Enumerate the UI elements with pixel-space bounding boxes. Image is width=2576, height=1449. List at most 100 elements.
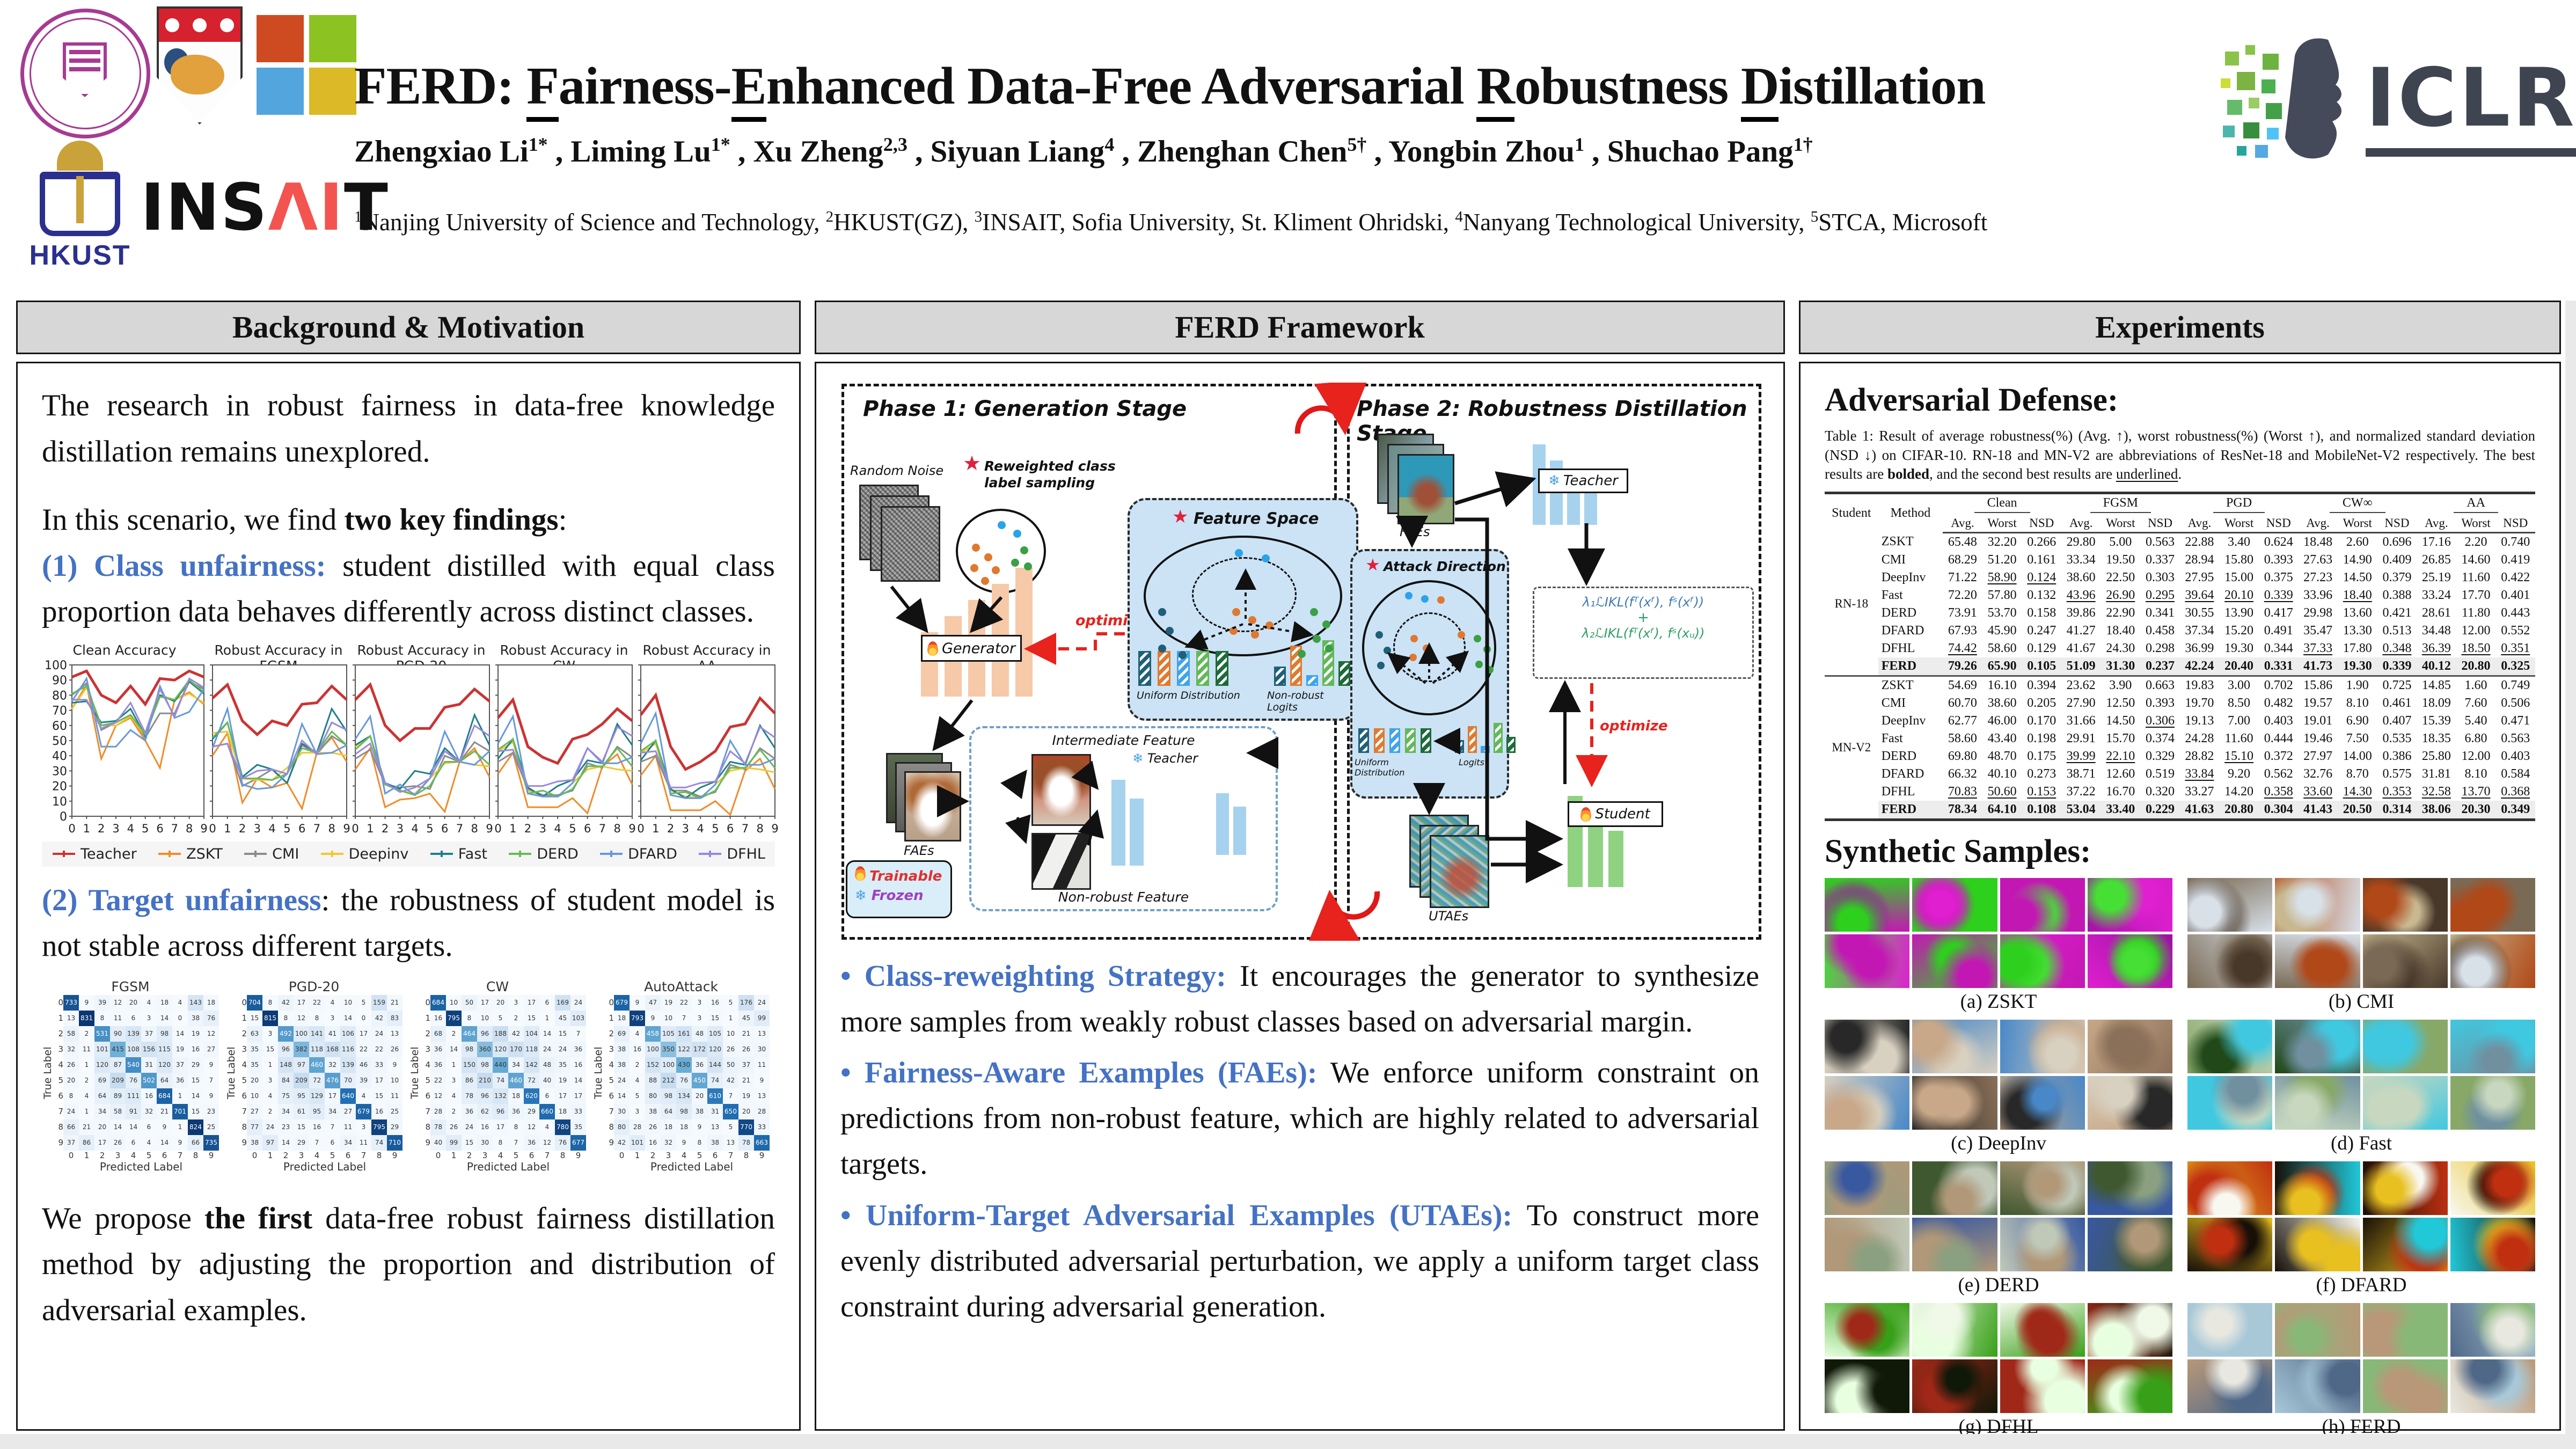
loss-line-2: λ₂ℒIKL(fᵀ(xᶠ), fˢ(xᵤ)) — [1582, 626, 1705, 641]
svg-text:2: 2 — [382, 822, 389, 835]
svg-text:0: 0 — [494, 822, 501, 835]
legend-item: ZSKT — [158, 845, 223, 862]
svg-text:9: 9 — [771, 822, 778, 835]
network-bar — [1233, 807, 1246, 855]
author: Yongbin Zhou1 , — [1388, 134, 1607, 169]
table-row: DERD 73.91 53.70 0.158 39.86 22.90 0.341 30.55 1… — [1881, 605, 2530, 620]
svg-text:8: 8 — [328, 822, 335, 835]
sample-caption: (e) DERD — [1958, 1274, 2039, 1296]
svg-text:1: 1 — [509, 822, 516, 835]
sample-tile — [2187, 877, 2273, 932]
svg-text:6: 6 — [727, 822, 734, 835]
flame-icon — [927, 641, 938, 656]
class-dot — [1475, 661, 1483, 668]
line-chart: Clean Accuracy 0 10 20 30 40 50 60 70 80 90 100 0 1 2 3… — [45, 642, 208, 835]
sample-tile — [2087, 1217, 2172, 1271]
svg-text:4: 4 — [697, 822, 704, 835]
svg-text:9: 9 — [343, 822, 350, 835]
sample-tile — [2087, 1075, 2172, 1130]
sample-caption: (c) DeepInv — [1951, 1132, 2046, 1154]
sample-tile — [1825, 1161, 1910, 1215]
diagram-arrows — [890, 383, 1608, 941]
fae-image — [904, 771, 961, 841]
finding-2-lead: (2) Target unfairness — [42, 883, 321, 917]
class-dot — [1474, 635, 1481, 642]
sample-tile — [2000, 1217, 2085, 1271]
middle-column-body: Phase 1: Generation Stage Phase 2: Robus… — [815, 362, 1785, 1431]
svg-text:1: 1 — [83, 822, 90, 835]
logit-bar — [1506, 737, 1516, 753]
sample-tile — [2275, 1161, 2360, 1215]
svg-text:9: 9 — [200, 822, 207, 835]
svg-text:3: 3 — [539, 822, 546, 835]
svg-text:7: 7 — [171, 822, 178, 835]
svg-text:8: 8 — [757, 822, 764, 835]
non-robust-logits-label: Non-robust Logits — [1267, 690, 1324, 713]
sample-tile — [2362, 1019, 2448, 1073]
logit-bar — [1374, 728, 1385, 753]
class-dot — [970, 564, 978, 572]
svg-text:9: 9 — [486, 822, 493, 835]
table-row: MN-V2 ZSKT 54.69 16.10 0.394 23.62 3.90 0.663 19… — [1825, 675, 2535, 820]
title-segment: FERD: — [354, 57, 527, 116]
class-dot — [1409, 654, 1417, 661]
finding-1-lead: (1) Class unfairness: — [42, 548, 326, 583]
class-dot — [1313, 635, 1321, 643]
results-table: Student Method Clean FGSM PGD CW∞ AA Avg. Worst N… — [1825, 491, 2535, 821]
heatmap: AutoAttack True Label 0 1 2 3 4 5 6 7 8 9 679 9 47 19 22… — [592, 979, 770, 1173]
affiliation: 2HKUST(GZ), — [825, 208, 975, 236]
logit-bar — [1138, 651, 1151, 686]
star-icon: ★ — [1172, 506, 1189, 528]
svg-text:4: 4 — [411, 822, 418, 835]
line-chart: Robust Accuracy in PGD-200123456789 — [352, 642, 493, 835]
table-row: DeepInv 62.77 46.00 0.170 31.66 14.50 0.306 19.… — [1881, 713, 2530, 728]
plus-sign: + — [1637, 610, 1649, 626]
title-segment: obustness — [1514, 57, 1741, 116]
left-column-title: Background & Motivation — [16, 301, 801, 354]
author: Xu Zheng2,3 , — [753, 134, 931, 169]
uniform-distribution-label: Uniform Distribution — [1355, 757, 1405, 778]
bullet-item: • Fairness-Aware Examples (FAEs): We enf… — [840, 1056, 1760, 1181]
sample-block: (b) CMI — [2187, 877, 2535, 1016]
sample-tile — [2000, 1302, 2085, 1357]
sample-caption: (a) ZSKT — [1960, 990, 2037, 1013]
logit-bar — [1389, 728, 1400, 753]
table-row: CMI 60.70 38.60 0.205 27.90 12.50 0.393 19.70 8.… — [1881, 696, 2530, 710]
loss-formula-box: λ₁ℒIKL(fᵀ(xᶠ), fˢ(xᶠ)) + λ₂ℒIKL(fᵀ(xᶠ), … — [1533, 587, 1754, 679]
sample-tile — [2275, 934, 2360, 988]
uniform-distribution-label: Uniform Distribution — [1137, 690, 1240, 701]
svg-text:40: 40 — [52, 750, 67, 763]
svg-text:20: 20 — [52, 780, 67, 793]
svg-text:8: 8 — [186, 822, 193, 835]
student-box: Student — [1568, 801, 1663, 827]
author: Zhenghan Chen5† , — [1137, 134, 1388, 169]
svg-text:5: 5 — [142, 822, 149, 835]
sample-tile — [1912, 1302, 1997, 1357]
teacher-box: ❄ Teacher — [1538, 469, 1628, 493]
sample-tile — [2450, 934, 2535, 988]
iclr-logo: ICLR — [2215, 30, 2576, 170]
svg-text:5: 5 — [569, 822, 576, 835]
hkust-book-icon — [40, 172, 120, 236]
ntu-crest-logo — [157, 6, 243, 125]
trainable-frozen-legend: Trainable ❄ Frozen — [846, 860, 952, 918]
svg-text:2: 2 — [239, 822, 246, 835]
svg-text:4: 4 — [127, 822, 134, 835]
logit-bar — [1338, 661, 1350, 686]
sample-tile — [1825, 1302, 1910, 1357]
class-dot — [1248, 616, 1256, 624]
sample-tile — [2087, 877, 2172, 932]
affiliation: 5STCA, Microsoft — [1810, 208, 1988, 236]
class-dot — [1421, 595, 1429, 603]
snowflake-icon: ❄ — [1548, 473, 1560, 489]
sample-tile — [2450, 877, 2535, 932]
network-bar — [1216, 793, 1229, 855]
sample-block: (a) ZSKT — [1825, 877, 2172, 1016]
sample-tile — [1912, 1161, 1997, 1215]
svg-text:80: 80 — [52, 689, 67, 702]
sample-tile — [2187, 1359, 2273, 1413]
sample-tile — [1825, 934, 1910, 988]
table-row: FERD 78.34 64.10 0.108 53.04 33.40 0.229 41.63 2… — [1825, 800, 2535, 820]
author: Shuchao Pang1† — [1607, 134, 1813, 169]
snowflake-icon: ❄ — [1132, 751, 1144, 766]
